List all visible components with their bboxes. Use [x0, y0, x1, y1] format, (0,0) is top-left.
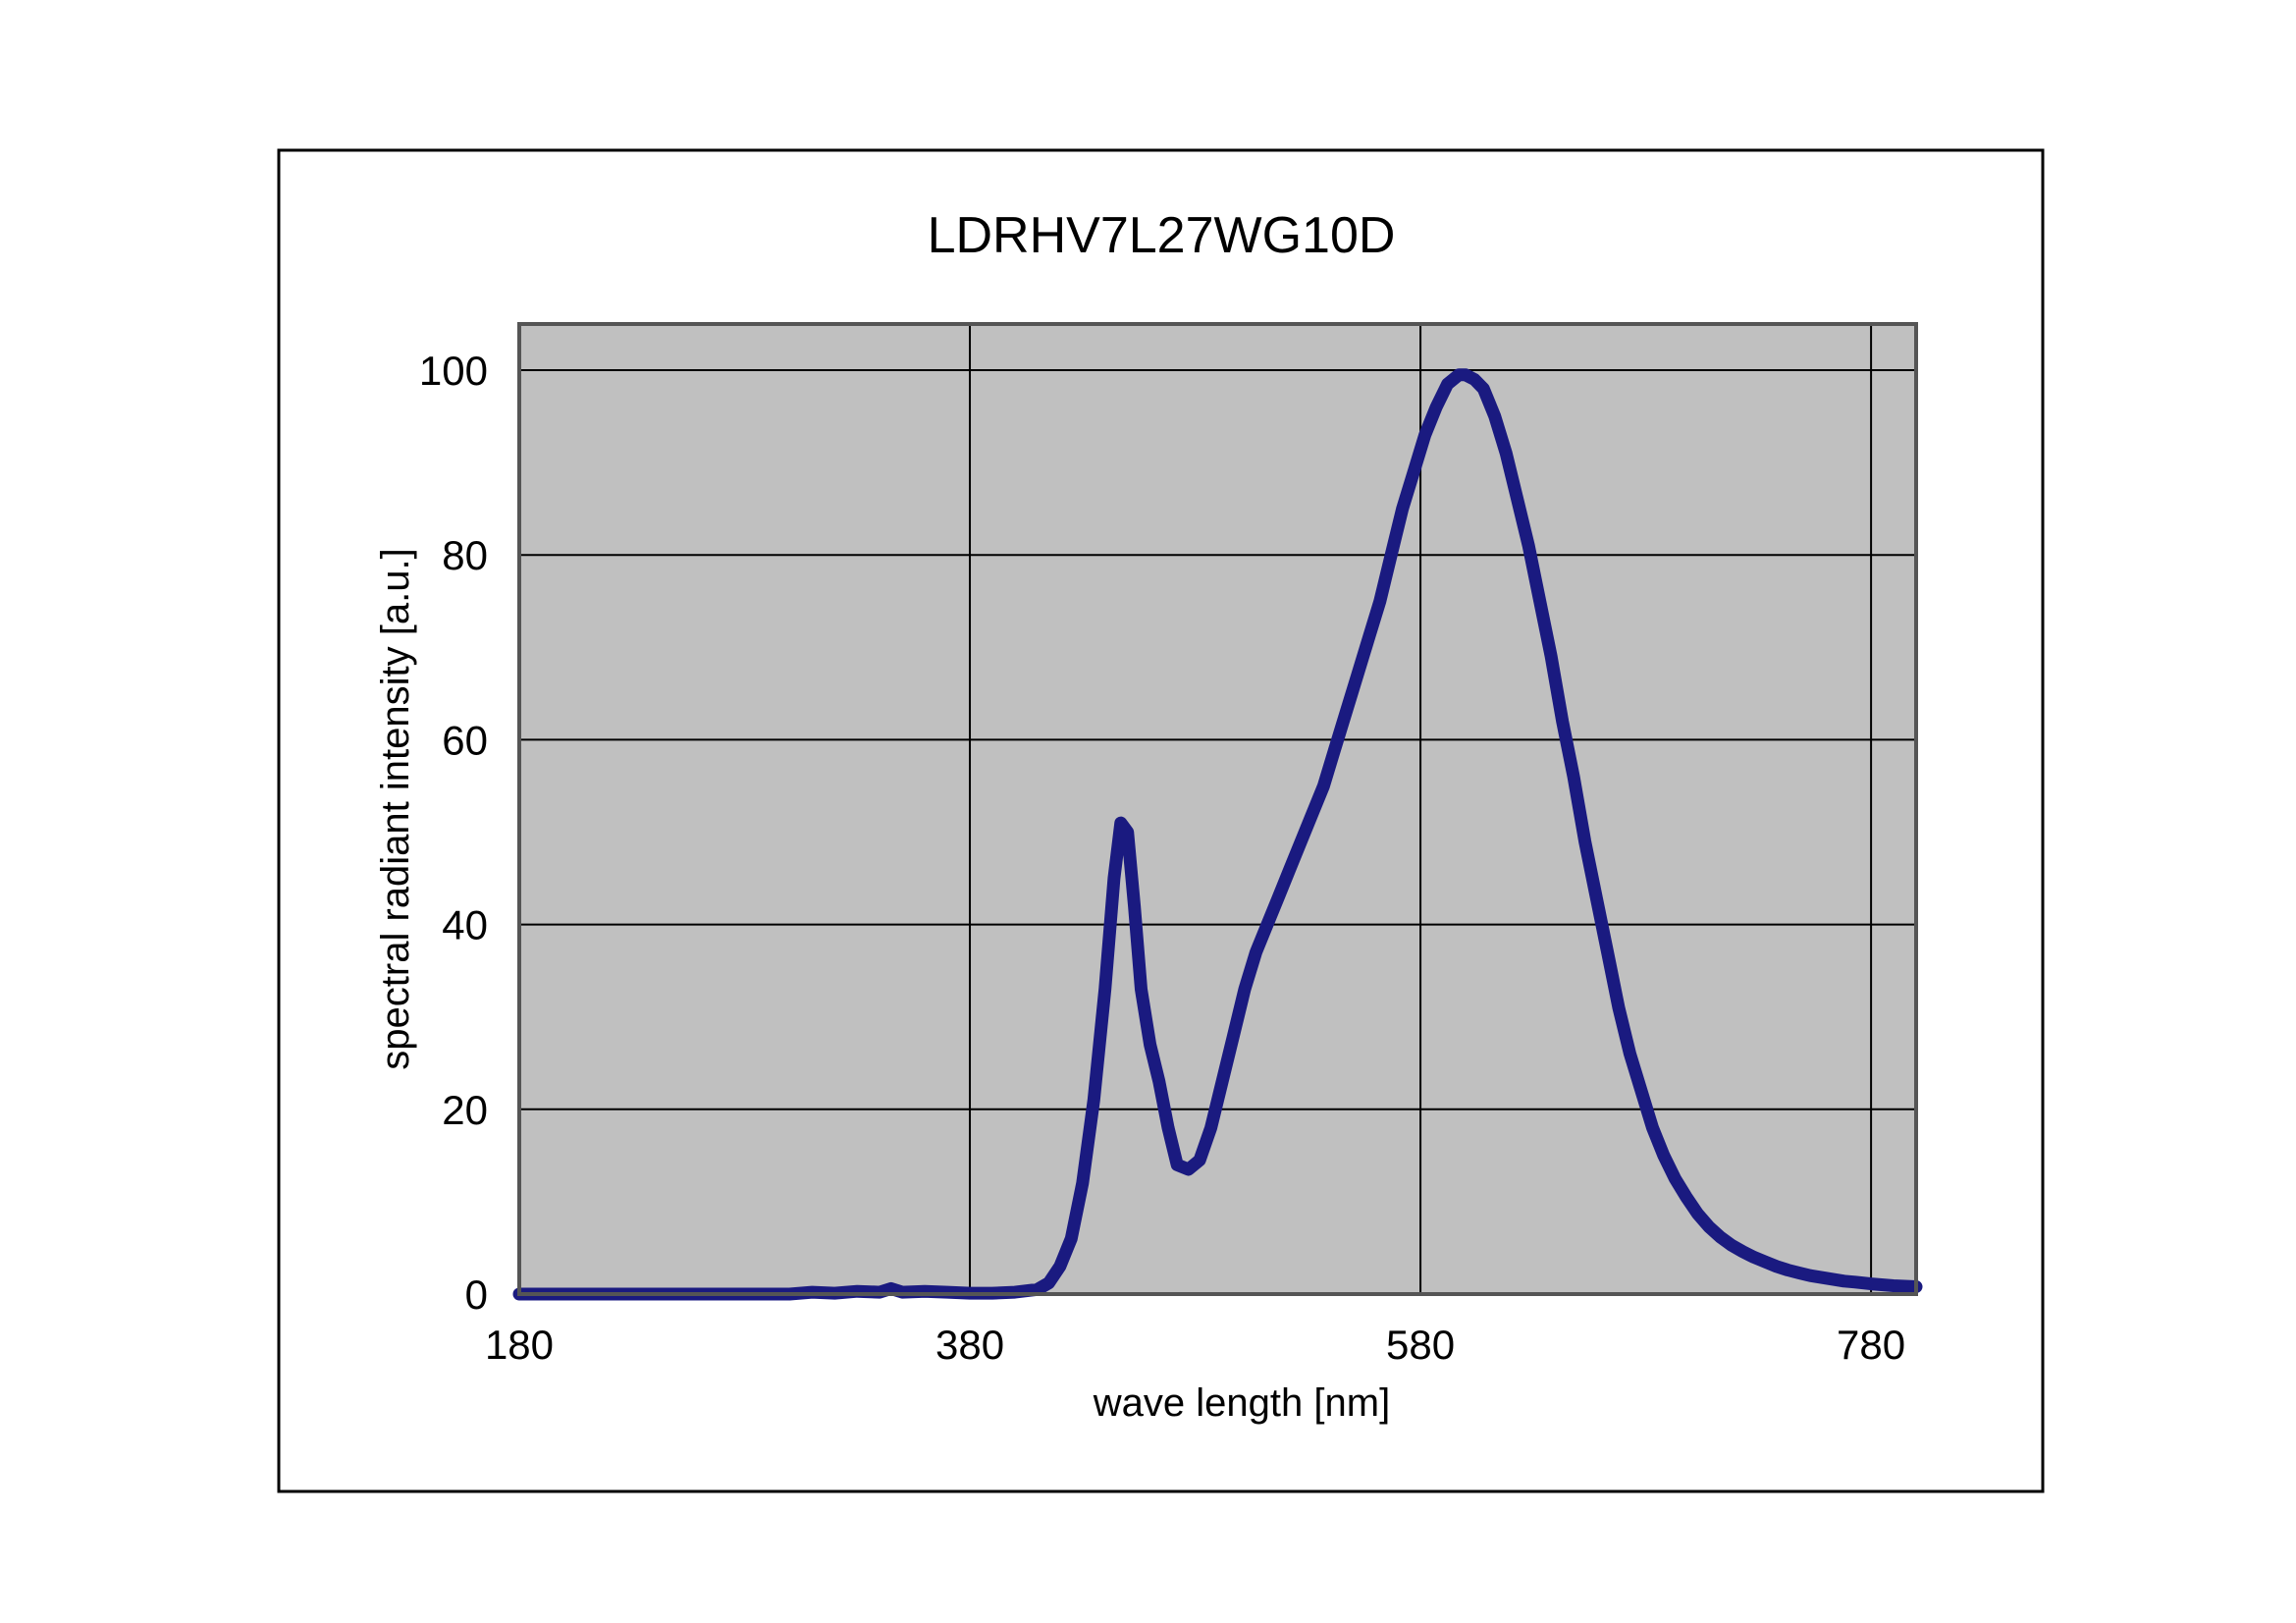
y-tick-label: 0: [465, 1271, 488, 1318]
series-layer: [512, 368, 1923, 1301]
y-axis-label: spectral radiant intensity [a.u.]: [374, 548, 417, 1069]
x-axis-label: wave length [nm]: [1093, 1381, 1390, 1425]
series-line-0: [512, 368, 1923, 1301]
plot-frame: [517, 322, 1918, 1296]
gridlines: [519, 324, 1916, 1294]
plot-area: [519, 324, 1916, 1294]
x-tick-label: 580: [1386, 1322, 1455, 1368]
y-tick-label: 60: [442, 717, 488, 763]
y-tick-label: 100: [419, 348, 488, 394]
tick-labels: 0 20 40 60 80 100 180 380 580 780: [419, 348, 1905, 1368]
chart-title: LDRHV7L27WG10D: [928, 207, 1396, 264]
y-tick-label: 40: [442, 902, 488, 948]
x-tick-label: 780: [1837, 1322, 1905, 1368]
x-tick-label: 380: [935, 1322, 1004, 1368]
x-tick-label: 180: [485, 1322, 554, 1368]
y-tick-label: 20: [442, 1087, 488, 1133]
y-tick-label: 80: [442, 532, 488, 578]
